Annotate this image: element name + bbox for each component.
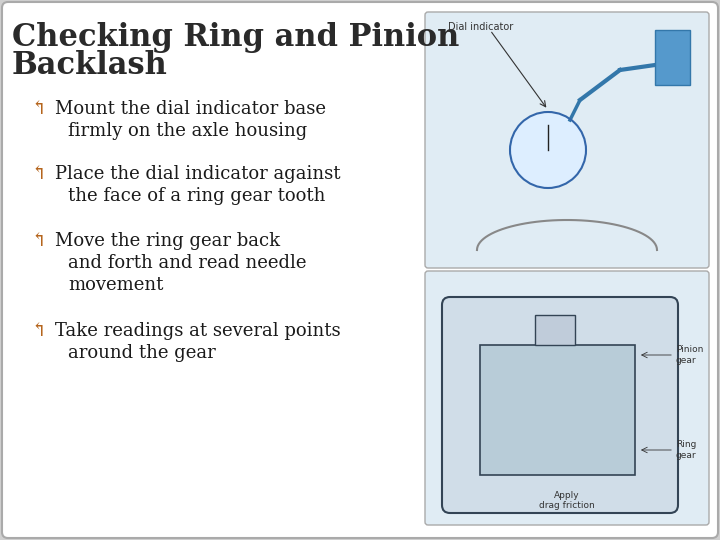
FancyBboxPatch shape bbox=[425, 12, 709, 268]
Text: ↰: ↰ bbox=[30, 100, 46, 118]
Text: around the gear: around the gear bbox=[68, 344, 216, 362]
Text: Place the dial indicator against: Place the dial indicator against bbox=[55, 165, 341, 183]
Bar bbox=[655, 30, 690, 85]
Bar bbox=[480, 345, 635, 475]
Text: ↰: ↰ bbox=[30, 165, 46, 183]
Text: ↰: ↰ bbox=[30, 322, 46, 340]
Text: and forth and read needle: and forth and read needle bbox=[68, 254, 307, 272]
Text: Dial indicator: Dial indicator bbox=[448, 22, 513, 32]
Text: Mount the dial indicator base: Mount the dial indicator base bbox=[55, 100, 326, 118]
FancyBboxPatch shape bbox=[425, 271, 709, 525]
Text: Backlash: Backlash bbox=[12, 50, 168, 81]
Text: Checking Ring and Pinion: Checking Ring and Pinion bbox=[12, 22, 459, 53]
Text: firmly on the axle housing: firmly on the axle housing bbox=[68, 122, 307, 140]
Text: Move the ring gear back: Move the ring gear back bbox=[55, 232, 280, 250]
FancyBboxPatch shape bbox=[442, 297, 678, 513]
Circle shape bbox=[510, 112, 586, 188]
Text: Pinion
gear: Pinion gear bbox=[676, 345, 703, 364]
Text: movement: movement bbox=[68, 276, 163, 294]
Text: Ring
gear: Ring gear bbox=[676, 440, 697, 460]
Text: Take readings at several points: Take readings at several points bbox=[55, 322, 341, 340]
Bar bbox=[535, 315, 575, 345]
Text: the face of a ring gear tooth: the face of a ring gear tooth bbox=[68, 187, 325, 205]
Text: ↰: ↰ bbox=[30, 232, 46, 250]
Text: Apply
drag friction: Apply drag friction bbox=[539, 491, 595, 510]
